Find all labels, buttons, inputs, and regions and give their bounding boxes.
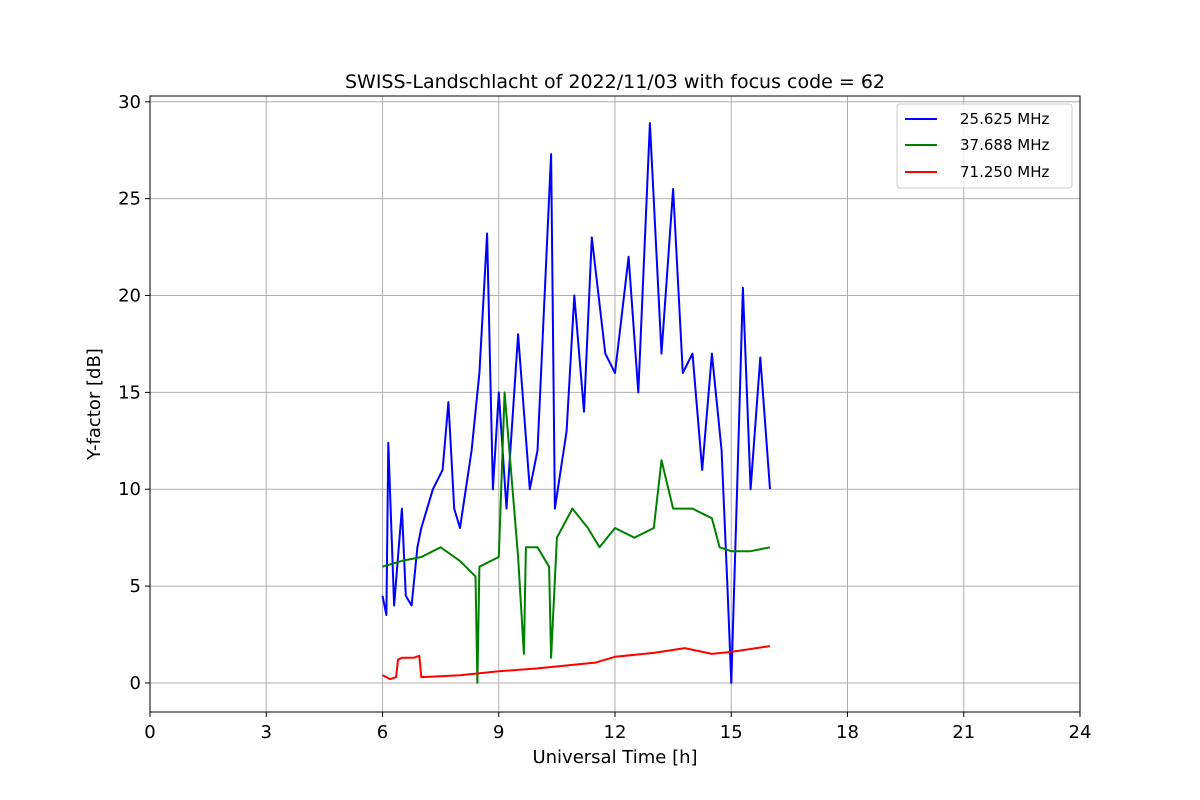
legend-label-37688: 37.688 MHz [960, 136, 1049, 154]
x-tick-label: 3 [261, 722, 272, 743]
y-axis-label: Y-factor [dB] [84, 348, 105, 461]
series-line-2 [382, 645, 771, 681]
y-tick-label: 0 [130, 673, 141, 694]
axis-ticks: 0 3 6 9 12 15 18 21 24 0 5 10 15 20 25 30 [118, 92, 1091, 743]
x-tick-label: 18 [836, 722, 859, 743]
x-tick-label: 15 [720, 722, 743, 743]
legend: 25.625 MHz 37.688 MHz 71.250 MHz [896, 103, 1073, 189]
x-tick-label: 21 [952, 722, 975, 743]
y-tick-label: 5 [130, 576, 141, 597]
x-tick-label: 9 [493, 722, 504, 743]
x-tick-label: 24 [1069, 722, 1092, 743]
series-line-0 [381, 122, 771, 684]
chart-title: SWISS-Landschlacht of 2022/11/03 with fo… [345, 71, 885, 93]
y-tick-label: 10 [118, 479, 141, 500]
y-tick-label: 30 [118, 92, 141, 113]
x-tick-label: 12 [604, 722, 627, 743]
legend-label-25625: 25.625 MHz [960, 110, 1049, 128]
series-line-1 [382, 391, 771, 684]
legend-box [896, 103, 1073, 189]
y-tick-label: 20 [118, 286, 141, 307]
y-tick-label: 15 [118, 382, 141, 403]
x-axis-label: Universal Time [h] [532, 747, 697, 768]
series-lines [381, 122, 771, 684]
legend-label-71250: 71.250 MHz [960, 163, 1049, 181]
y-tick-label: 25 [118, 189, 141, 210]
x-tick-label: 0 [144, 722, 155, 743]
x-tick-label: 6 [377, 722, 388, 743]
